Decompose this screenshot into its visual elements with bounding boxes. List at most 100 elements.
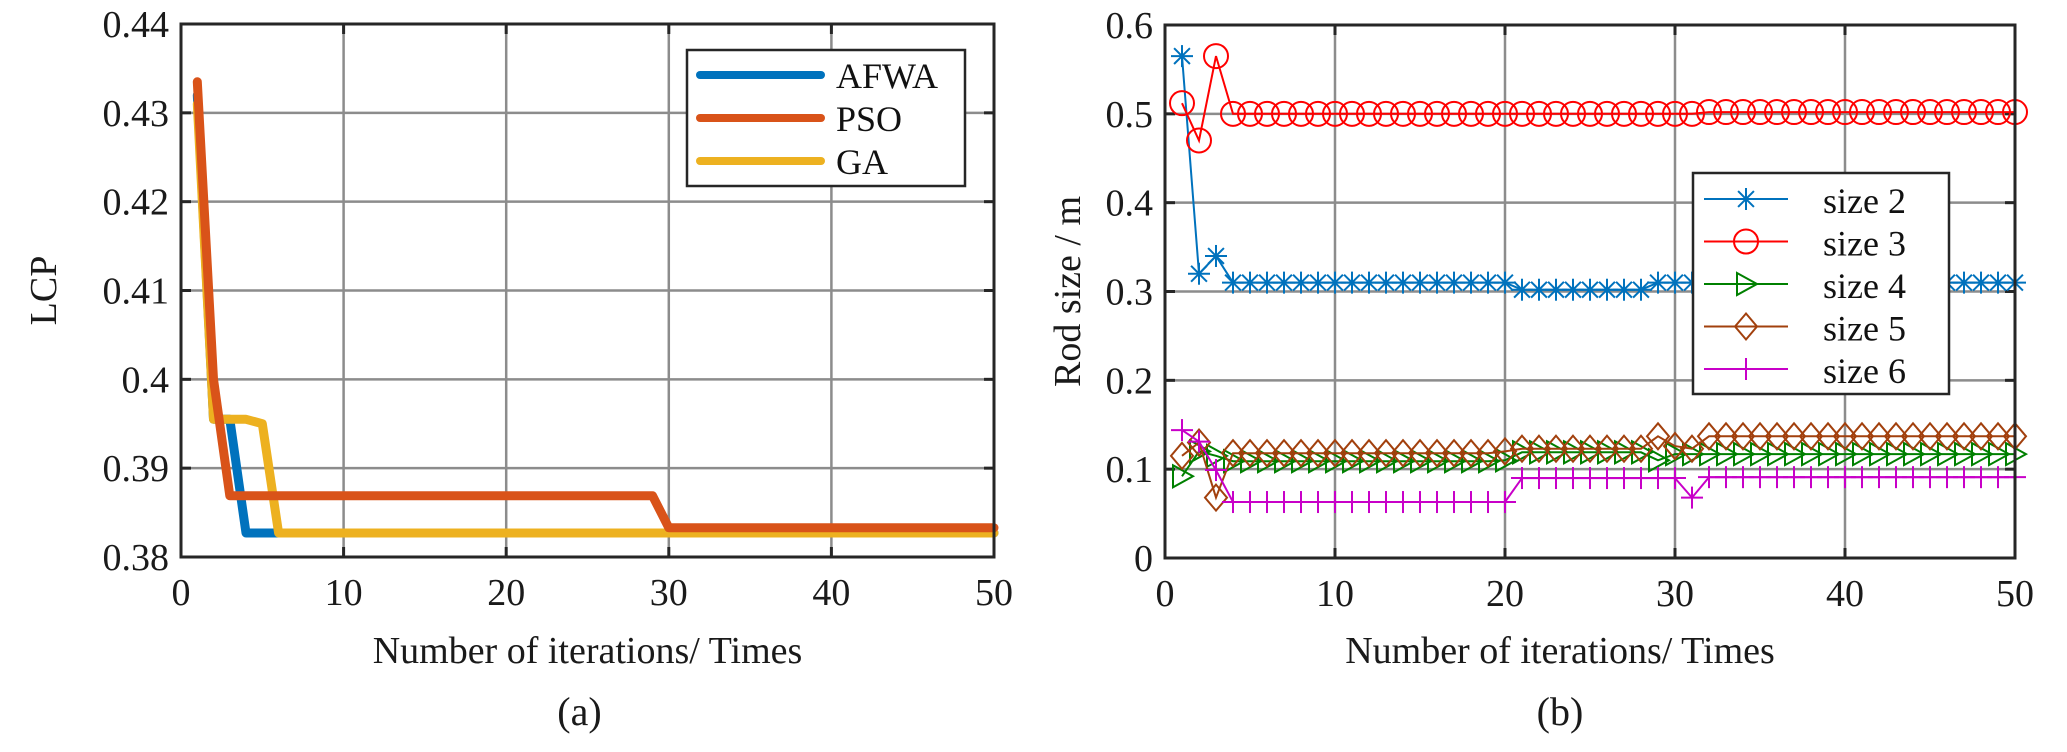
series-line-size-5 bbox=[1181, 435, 2015, 501]
marker-circle bbox=[1679, 100, 1705, 127]
marker-triangle-right bbox=[1444, 448, 1468, 474]
marker-circle bbox=[1951, 99, 1977, 126]
y-tick-label: 0.6 bbox=[1106, 5, 1154, 47]
marker-circle bbox=[1662, 100, 1688, 127]
marker-triangle-right bbox=[1495, 447, 1519, 473]
x-tick-label: 40 bbox=[812, 572, 850, 614]
x-tick-label: 30 bbox=[650, 572, 688, 614]
marker-diamond bbox=[1832, 421, 1858, 451]
y-tick-label: 0.38 bbox=[103, 537, 170, 579]
legend-swatch-size-3 bbox=[1704, 228, 1788, 255]
marker-circle bbox=[1543, 100, 1569, 127]
marker-circle bbox=[1917, 99, 1943, 126]
marker-diamond bbox=[1356, 438, 1382, 468]
marker-triangle-right bbox=[1410, 448, 1434, 474]
marker-diamond bbox=[1305, 438, 1331, 468]
marker-diamond bbox=[1883, 421, 1909, 451]
marker-circle bbox=[1968, 99, 1994, 126]
y-tick-label: 0.39 bbox=[103, 448, 170, 490]
marker-asterisk bbox=[1647, 271, 1669, 294]
marker-circle bbox=[1526, 100, 1552, 127]
legend-label-size-5: size 5 bbox=[1823, 309, 1906, 349]
panel-b-x-axis-label: Number of iterations/ Times bbox=[1345, 630, 1775, 672]
legend-swatch-size-4 bbox=[1704, 271, 1788, 297]
marker-plus bbox=[1681, 486, 1703, 509]
legend-label-ga: GA bbox=[836, 142, 888, 182]
marker-plus bbox=[1735, 358, 1757, 380]
legend-label-afwa: AFWA bbox=[836, 56, 938, 96]
marker-diamond bbox=[1373, 438, 1399, 468]
marker-circle bbox=[1220, 100, 1246, 127]
panel-b-rod-size: 0 10 20 30 40 50 0 0.1 0.2 0.3 0.4 0.5 0.6 Rod size … bbox=[1047, 5, 2034, 734]
marker-diamond bbox=[1509, 434, 1535, 464]
marker-diamond bbox=[1764, 421, 1790, 451]
marker-circle bbox=[1815, 99, 1841, 126]
series-line-pso bbox=[192, 77, 999, 533]
panel-b-axes-frame bbox=[1163, 23, 2017, 560]
panel-b-tick-labels: 0 10 20 30 40 50 0 0.1 0.2 0.3 0.4 0.5 0.6 bbox=[1106, 5, 2035, 615]
panel-a-y-axis-label: LCP bbox=[23, 256, 65, 326]
marker-circle bbox=[1696, 99, 1722, 126]
panel-b-y-axis-label: Rod size / m bbox=[1047, 196, 1089, 387]
legend-label-pso: PSO bbox=[836, 99, 902, 139]
legend-swatch-size-6 bbox=[1704, 358, 1788, 380]
marker-triangle-right bbox=[1461, 448, 1485, 474]
marker-diamond bbox=[1424, 438, 1450, 468]
marker-circle bbox=[1390, 100, 1416, 127]
marker-circle bbox=[1849, 99, 1875, 126]
panel-a-tick-labels: 0 10 20 30 40 50 0.38 0.39 0.4 0.41 0.42 0.43 0.44 bbox=[103, 4, 1014, 614]
series-size-6 bbox=[1171, 419, 2026, 514]
marker-circle bbox=[1288, 100, 1314, 127]
marker-diamond bbox=[1696, 421, 1722, 451]
marker-triangle-right bbox=[1342, 448, 1366, 474]
marker-circle bbox=[1832, 99, 1858, 126]
y-tick-label: 0.5 bbox=[1106, 94, 1154, 136]
marker-circle bbox=[1628, 100, 1654, 127]
marker-diamond bbox=[1220, 438, 1246, 468]
marker-asterisk bbox=[1341, 271, 1363, 294]
marker-circle bbox=[1305, 100, 1331, 127]
marker-circle bbox=[1322, 100, 1348, 127]
marker-circle bbox=[1713, 99, 1739, 126]
y-tick-label: 0.1 bbox=[1106, 449, 1154, 491]
legend-label-size-6: size 6 bbox=[1823, 351, 1906, 391]
marker-triangle-right bbox=[1172, 463, 1196, 489]
marker-asterisk bbox=[1188, 262, 1210, 285]
marker-diamond bbox=[1900, 421, 1926, 451]
marker-diamond bbox=[1713, 421, 1739, 451]
marker-circle bbox=[1356, 100, 1382, 127]
marker-asterisk bbox=[1324, 271, 1346, 294]
marker-circle bbox=[1407, 100, 1433, 127]
marker-diamond bbox=[1917, 421, 1943, 451]
y-tick-label: 0.41 bbox=[103, 271, 170, 313]
y-tick-label: 0.44 bbox=[103, 4, 170, 46]
y-tick-label: 0.2 bbox=[1106, 360, 1154, 402]
marker-diamond bbox=[1594, 434, 1620, 464]
marker-diamond bbox=[1458, 438, 1484, 468]
marker-circle bbox=[1577, 100, 1603, 127]
marker-triangle-right bbox=[1308, 448, 1332, 474]
marker-circle bbox=[1781, 99, 1807, 126]
marker-asterisk bbox=[1630, 278, 1652, 301]
x-tick-label: 50 bbox=[1996, 573, 2034, 615]
marker-diamond bbox=[1866, 421, 1892, 451]
marker-asterisk bbox=[1953, 271, 1975, 294]
marker-triangle-right bbox=[1325, 448, 1349, 474]
marker-diamond bbox=[1849, 421, 1875, 451]
panel-a-axes-frame bbox=[179, 22, 996, 559]
x-tick-label: 20 bbox=[1486, 573, 1524, 615]
x-tick-label: 0 bbox=[1156, 573, 1175, 615]
marker-triangle-right bbox=[1240, 448, 1264, 474]
marker-circle bbox=[1985, 99, 2011, 126]
marker-diamond bbox=[1662, 431, 1688, 461]
marker-circle bbox=[1733, 228, 1759, 255]
marker-circle bbox=[1169, 90, 1195, 117]
marker-diamond bbox=[1968, 421, 1994, 451]
marker-circle bbox=[1424, 100, 1450, 127]
marker-diamond bbox=[1186, 427, 1212, 458]
marker-diamond bbox=[1815, 421, 1841, 451]
marker-circle bbox=[1271, 100, 1297, 127]
marker-circle bbox=[1934, 99, 1960, 126]
